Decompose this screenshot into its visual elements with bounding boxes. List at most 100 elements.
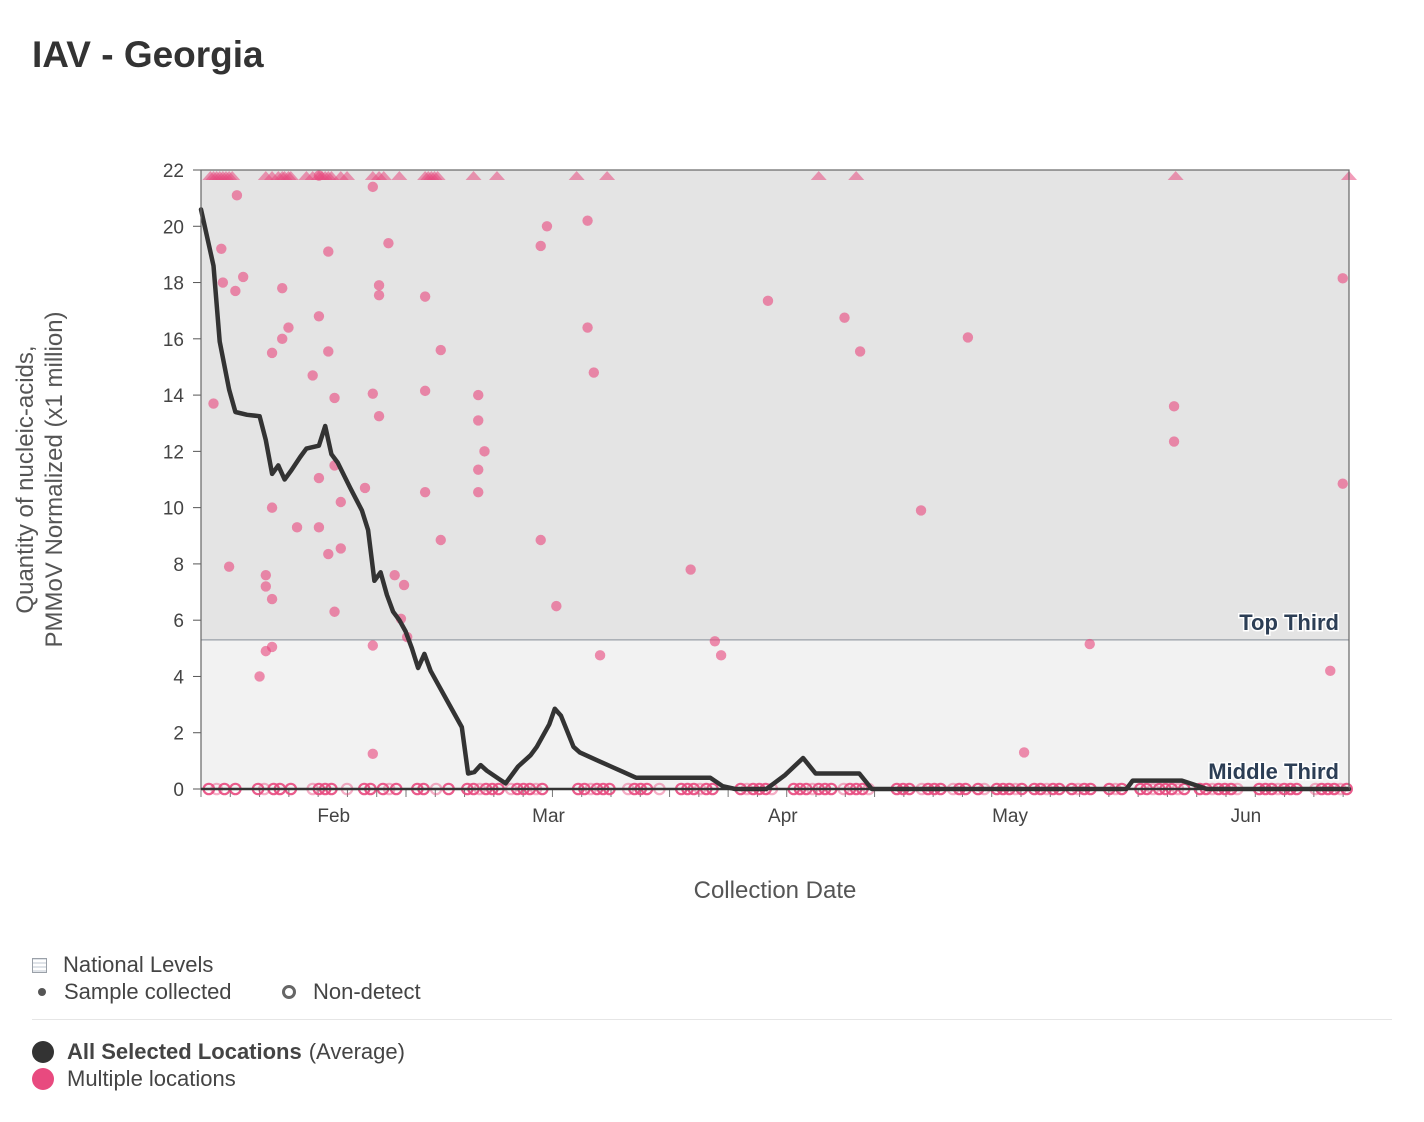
sample-point bbox=[373, 280, 385, 291]
legend-average[interactable]: All Selected Locations (Average) bbox=[32, 1039, 405, 1065]
chart-svg: 0 2 4 6 8 10 12 14 16 18 20 22 Feb Mar Apr May Jun Top … bbox=[12, 161, 1357, 904]
y-tick-label: 4 bbox=[173, 667, 184, 688]
sample-point bbox=[260, 581, 272, 592]
sample-dot-icon bbox=[38, 988, 46, 996]
sample-point bbox=[266, 347, 278, 359]
multiple-locations-dot-icon bbox=[32, 1068, 54, 1090]
y-tick-label: 20 bbox=[163, 217, 184, 238]
legend-sample-collected-label: Sample collected bbox=[64, 979, 232, 1004]
y-tick-label: 16 bbox=[163, 330, 184, 351]
sample-point bbox=[473, 464, 484, 475]
sample-point bbox=[367, 640, 379, 651]
band-label-top-third: Top Third bbox=[1239, 610, 1339, 635]
sample-point bbox=[254, 671, 265, 682]
average-dot-icon bbox=[32, 1041, 54, 1063]
sample-point bbox=[535, 534, 546, 546]
legend-multiple-locations[interactable]: Multiple locations bbox=[32, 1066, 236, 1092]
sample-point bbox=[313, 472, 325, 484]
x-axis-title: Collection Date bbox=[694, 877, 857, 904]
sample-point bbox=[383, 237, 394, 249]
sample-point bbox=[541, 221, 553, 232]
sample-point bbox=[1168, 436, 1180, 447]
sample-point bbox=[373, 410, 385, 422]
sample-point bbox=[359, 482, 371, 494]
sample-point bbox=[223, 561, 235, 572]
above-range-marker bbox=[848, 171, 865, 180]
above-range-marker bbox=[599, 171, 616, 180]
sample-point bbox=[323, 246, 334, 257]
sample-point bbox=[582, 215, 593, 226]
sample-point bbox=[277, 282, 288, 294]
sample-point bbox=[762, 295, 774, 307]
legend-non-detect-label: Non-detect bbox=[313, 979, 421, 1004]
sample-point bbox=[329, 392, 340, 404]
above-range-marker bbox=[339, 171, 356, 180]
sample-point bbox=[473, 415, 484, 426]
legend-non-detect: Non-detect bbox=[282, 979, 421, 1005]
legend-divider bbox=[32, 1019, 1392, 1020]
sample-point bbox=[839, 312, 850, 323]
sample-point bbox=[854, 346, 866, 357]
sample-point bbox=[217, 277, 229, 288]
y-tick-label: 8 bbox=[173, 555, 184, 576]
y-axis-title: Quantity of nucleic-acids,PMMoV Normaliz… bbox=[12, 311, 68, 647]
y-tick-label: 12 bbox=[163, 442, 184, 463]
y-tick-label: 10 bbox=[163, 499, 184, 520]
sample-point bbox=[313, 170, 325, 181]
band-top-third bbox=[201, 170, 1349, 640]
y-tick-label: 2 bbox=[173, 724, 184, 745]
legend-national-levels[interactable]: National Levels bbox=[32, 952, 213, 978]
sample-point bbox=[283, 322, 294, 333]
sample-point bbox=[1337, 478, 1348, 489]
sample-point bbox=[231, 190, 243, 201]
above-range-marker bbox=[568, 171, 585, 180]
sample-point bbox=[435, 344, 446, 356]
sample-point bbox=[588, 367, 600, 378]
sample-point bbox=[479, 446, 490, 457]
sample-point bbox=[313, 311, 325, 322]
sample-point bbox=[473, 389, 484, 401]
above-range-marker bbox=[810, 171, 827, 180]
sample-point bbox=[335, 543, 346, 554]
y-tick-label: 18 bbox=[163, 274, 184, 295]
sample-point bbox=[208, 398, 219, 409]
sample-point bbox=[1325, 665, 1336, 677]
sample-point bbox=[962, 332, 974, 343]
sample-point bbox=[323, 346, 334, 357]
y-axis-title-line: PMMoV Normalized (x1 million) bbox=[41, 311, 68, 647]
sample-point bbox=[323, 548, 334, 560]
legend-average-suffix: (Average) bbox=[308, 1039, 405, 1064]
x-tick-label: Apr bbox=[768, 806, 798, 827]
national-levels-icon bbox=[32, 957, 47, 973]
y-tick-label: 14 bbox=[163, 386, 185, 407]
x-tick-label: Mar bbox=[532, 806, 565, 827]
sample-point bbox=[367, 388, 379, 399]
sample-point bbox=[582, 322, 593, 333]
band-label-middle-third: Middle Third bbox=[1208, 759, 1339, 784]
sample-point bbox=[535, 240, 546, 252]
non-detect-ring-icon bbox=[282, 985, 296, 999]
sample-point bbox=[266, 502, 278, 513]
x-tick-label: Feb bbox=[317, 806, 350, 827]
sample-point bbox=[473, 486, 484, 498]
sample-point bbox=[594, 650, 606, 661]
above-range-marker bbox=[375, 171, 392, 180]
sample-point bbox=[329, 606, 340, 617]
sample-point bbox=[419, 291, 431, 302]
above-range-marker bbox=[488, 171, 505, 180]
sample-point bbox=[313, 522, 325, 533]
sample-point bbox=[277, 333, 288, 345]
sample-point bbox=[367, 748, 379, 760]
legend-national-levels-label: National Levels bbox=[63, 952, 214, 977]
x-tick-label: May bbox=[992, 806, 1028, 827]
x-tick-label: Jun bbox=[1231, 806, 1262, 827]
sample-point bbox=[216, 243, 227, 254]
sample-point bbox=[367, 181, 379, 193]
y-tick-label: 22 bbox=[163, 161, 184, 182]
y-axis-title-line: Quantity of nucleic-acids, bbox=[12, 345, 39, 613]
sample-point bbox=[685, 564, 696, 575]
legend-multiple-locations-label: Multiple locations bbox=[67, 1066, 236, 1091]
sample-point bbox=[435, 534, 446, 546]
sample-point bbox=[260, 569, 272, 581]
sample-point bbox=[373, 290, 385, 301]
